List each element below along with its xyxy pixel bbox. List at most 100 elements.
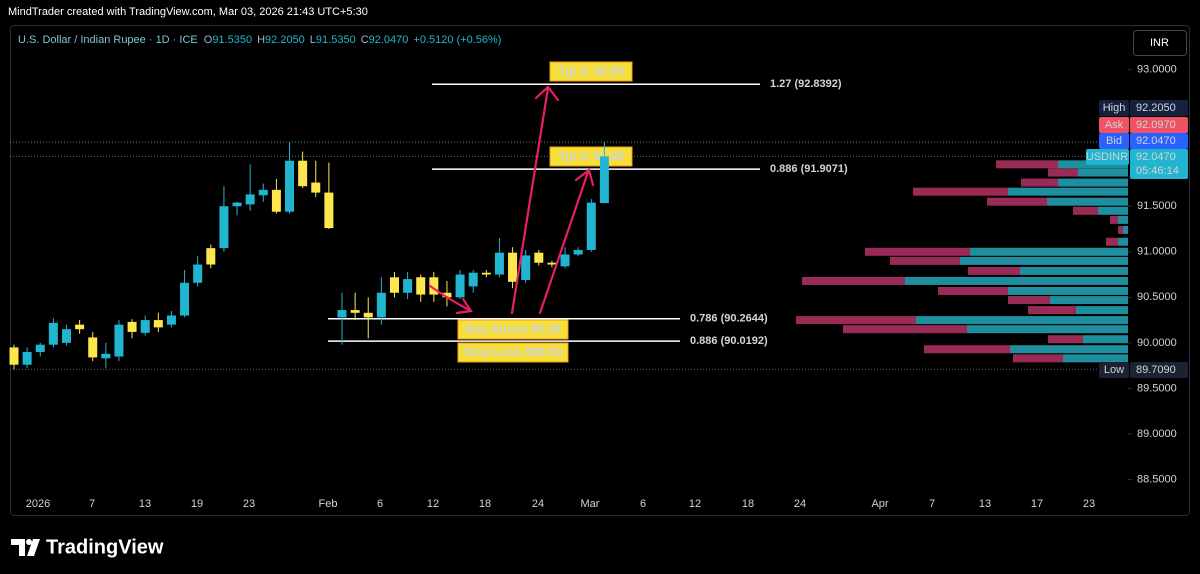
x-tick-label: 23	[1083, 498, 1095, 510]
x-tick-label: Mar	[581, 498, 600, 510]
annotation-box	[457, 319, 569, 340]
volume-up	[967, 325, 1128, 334]
volume-up	[1050, 296, 1128, 305]
candle-body	[140, 320, 150, 333]
annotation: Tgt 1: 91.90	[558, 149, 624, 163]
logo-shape	[27, 539, 40, 556]
price-tag: Ask	[1105, 119, 1124, 131]
volume-up	[970, 247, 1128, 256]
volume-down	[1048, 335, 1083, 344]
annotation-box	[457, 342, 569, 363]
candle-body	[193, 264, 203, 283]
legend: U.S. Dollar / Indian Rupee · 1D · ICE O91…	[18, 34, 501, 46]
candle-body	[429, 277, 439, 295]
candle-body	[403, 279, 413, 293]
candle-body	[560, 254, 570, 267]
candle-body	[206, 248, 216, 265]
symbol-label: USDINR	[1086, 151, 1128, 163]
x-tick-label: 7	[89, 498, 95, 510]
volume-up	[1078, 168, 1128, 177]
volume-up	[1020, 266, 1128, 275]
y-tick-label: 91.5000	[1137, 200, 1177, 212]
x-tick-label: 24	[794, 498, 806, 510]
level-label: 1.27 (92.8392)	[770, 78, 842, 90]
annotation: Tgt 2: 92.90	[558, 64, 624, 78]
volume-up	[960, 256, 1128, 265]
candle-body	[311, 182, 321, 193]
annotation: Stop Loss $90.00	[464, 345, 562, 359]
x-tick-label: 23	[243, 498, 255, 510]
price-tag-box	[1099, 362, 1129, 378]
y-tick-label: 90.5000	[1137, 291, 1177, 303]
price-label: 92.2050	[1136, 102, 1176, 114]
volume-up	[1008, 187, 1128, 196]
x-tick-label: 17	[1031, 498, 1043, 510]
last-price: 92.0470	[1136, 151, 1176, 163]
volume-down	[996, 160, 1058, 169]
volume-down	[1028, 306, 1076, 315]
price-tag-box	[1099, 133, 1129, 149]
volume-down	[890, 256, 960, 265]
x-tick-label: 12	[689, 498, 701, 510]
candle-body	[271, 189, 281, 212]
annotation-box	[549, 61, 633, 82]
legend-key: L	[310, 34, 316, 46]
candle-body	[508, 252, 518, 282]
candle-body	[75, 324, 85, 330]
volume-down	[1048, 168, 1078, 177]
price-label-box	[1130, 133, 1188, 149]
legend-key: O	[204, 34, 213, 46]
candle-body	[180, 282, 190, 316]
candle-body	[350, 310, 360, 313]
volume-down	[1008, 296, 1050, 305]
candle-body	[245, 194, 255, 205]
candle-body	[455, 274, 465, 298]
x-tick-label: Feb	[319, 498, 338, 510]
volume-down	[1073, 206, 1098, 215]
candle-body	[547, 262, 557, 265]
arrowhead	[534, 85, 560, 102]
volume-down	[865, 247, 970, 256]
volume-down	[1110, 215, 1118, 224]
volume-down	[938, 286, 1008, 295]
candle-body	[389, 277, 399, 293]
volume-down	[924, 345, 1010, 354]
candle-body	[481, 272, 491, 275]
price-label: 89.7090	[1136, 364, 1176, 376]
volume-down	[1013, 354, 1063, 363]
volume-up	[1118, 237, 1128, 246]
legend-value: 91.5350	[212, 34, 252, 46]
legend-value: 92.2050	[265, 34, 305, 46]
volume-up	[905, 276, 1128, 285]
logo-shape	[26, 539, 32, 545]
candle-body	[101, 353, 111, 359]
x-tick-label: 18	[479, 498, 491, 510]
y-tick-label: 91.0000	[1137, 246, 1177, 258]
logo	[11, 539, 40, 556]
legend-key: C	[361, 34, 369, 46]
level-label: 0.786 (90.2644)	[690, 313, 768, 325]
annotation-box	[549, 146, 633, 167]
price-label-box	[1130, 362, 1188, 378]
legend-symbol: U.S. Dollar / Indian Rupee · 1D · ICE	[18, 34, 198, 46]
candle-body	[9, 347, 19, 365]
candle-body	[534, 252, 544, 263]
currency-label[interactable]: INR	[1150, 37, 1169, 49]
legend-value: 91.5350	[316, 34, 356, 46]
candle-body	[22, 351, 32, 365]
volume-up	[1083, 335, 1128, 344]
x-tick-label: 12	[427, 498, 439, 510]
currency-button[interactable]	[1133, 30, 1187, 56]
arrow	[538, 170, 590, 315]
arrow	[428, 284, 473, 313]
candle-body	[416, 277, 426, 295]
candle-body	[48, 322, 58, 345]
volume-up	[1010, 345, 1128, 354]
candle-body	[521, 255, 531, 281]
candle-body	[153, 320, 163, 328]
price-tag: Bid	[1106, 135, 1122, 147]
volume-down	[968, 266, 1020, 275]
volume-up	[1118, 215, 1128, 224]
candle-body	[166, 315, 176, 325]
